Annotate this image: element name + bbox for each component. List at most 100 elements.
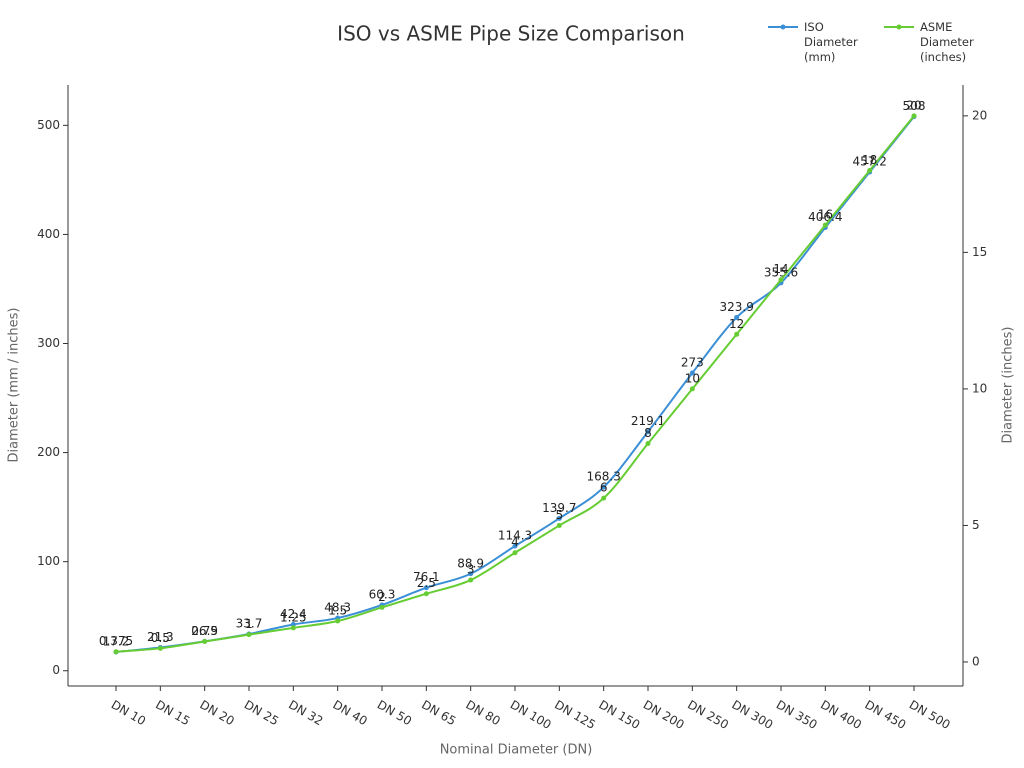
legend-swatch (884, 24, 914, 30)
x-tick-label: DN 400 (818, 698, 864, 733)
x-tick-label: DN 80 (463, 698, 502, 729)
y-tick-label: 500 (37, 118, 60, 132)
y-axis-label: Diameter (mm / inches) (7, 308, 22, 463)
data-label: 4 (511, 535, 519, 549)
y2-tick-label: 20 (972, 108, 987, 122)
data-point (157, 645, 163, 651)
data-label: 26.9 (191, 624, 218, 638)
x-tick-label: DN 150 (596, 698, 642, 733)
legend-label: ASME Diameter (inches) (920, 20, 974, 64)
data-point (423, 591, 429, 597)
data-label: 0.75 (191, 624, 218, 638)
data-point (512, 550, 518, 556)
data-point (689, 386, 695, 392)
data-label: 457.2 (852, 155, 886, 169)
data-point (645, 441, 651, 447)
chart-title: ISO vs ASME Pipe Size Comparison (337, 22, 685, 46)
data-point (202, 638, 208, 644)
x-tick-label: DN 25 (242, 698, 281, 729)
data-label: 33.7 (236, 616, 263, 630)
data-label: 323.9 (719, 300, 753, 314)
legend-label: ISO Diameter (mm) (804, 20, 858, 64)
x-tick-label: DN 40 (330, 698, 369, 729)
data-label: 6 (600, 481, 608, 495)
x-tick-label: DN 300 (729, 698, 775, 733)
data-label: 88.9 (457, 556, 484, 570)
data-point (778, 277, 784, 283)
y2-tick-label: 5 (972, 518, 980, 532)
x-tick-label: DN 15 (153, 698, 192, 729)
data-point (290, 625, 296, 631)
y2-axis-label: Diameter (inches) (1001, 327, 1016, 444)
x-tick-label: DN 125 (552, 698, 598, 733)
legend-item: ASME Diameter (inches) (884, 20, 982, 65)
data-point (246, 632, 252, 638)
data-point (379, 604, 385, 610)
data-label: 1.5 (328, 604, 347, 618)
data-label: 139.7 (542, 501, 576, 515)
data-label: 1 (245, 617, 253, 631)
data-point (468, 571, 474, 577)
legend-item: ISO Diameter (mm) (768, 20, 866, 65)
y2-tick-label: 10 (972, 381, 987, 395)
data-label: 10 (685, 371, 700, 385)
series-line (115, 115, 915, 653)
y-tick-label: 0 (52, 663, 60, 677)
data-point (468, 577, 474, 583)
data-label: 1.25 (280, 610, 307, 624)
data-point (911, 113, 917, 119)
data-label: 60.3 (369, 587, 396, 601)
data-label: 3 (467, 563, 475, 577)
x-tick-label: DN 32 (286, 698, 325, 729)
data-point (601, 495, 607, 501)
data-point (556, 515, 562, 521)
x-tick-label: DN 65 (419, 698, 458, 729)
data-point (335, 618, 341, 624)
x-tick-label: DN 450 (862, 698, 908, 733)
x-axis-label: Nominal Diameter (DN) (440, 743, 593, 758)
data-label: 273 (681, 355, 704, 369)
data-point (645, 429, 651, 435)
data-point (734, 314, 740, 320)
data-label: 48.3 (324, 601, 351, 615)
data-label: 18 (862, 153, 877, 167)
data-point (822, 222, 828, 228)
y2-tick-label: 0 (972, 654, 980, 668)
data-label: 16 (818, 208, 833, 222)
data-label: 0.5 (151, 631, 170, 645)
data-label: 76.1 (413, 570, 440, 584)
legend: ISO Diameter (mm) ASME Diameter (inches) (768, 20, 982, 65)
data-point (601, 484, 607, 490)
data-label: 8 (644, 426, 652, 440)
x-tick-label: DN 200 (641, 698, 687, 733)
data-label: 0.375 (99, 634, 133, 648)
data-point (423, 585, 429, 591)
y-tick-label: 200 (37, 445, 60, 459)
x-tick-label: DN 350 (774, 698, 820, 733)
data-label: 2.5 (417, 576, 436, 590)
data-label: 114.3 (498, 529, 532, 543)
legend-swatch (768, 24, 798, 30)
data-point (734, 331, 740, 337)
data-label: 219.1 (631, 414, 665, 428)
data-label: 14 (773, 262, 788, 276)
x-tick-label: DN 250 (685, 698, 731, 733)
data-label: 21.3 (147, 630, 174, 644)
data-point (113, 649, 119, 655)
x-tick-label: DN 500 (907, 698, 953, 733)
y2-tick-label: 15 (972, 245, 987, 259)
x-tick-label: DN 10 (109, 698, 148, 729)
data-label: 168.3 (586, 470, 620, 484)
y-tick-label: 400 (37, 227, 60, 241)
data-point (867, 167, 873, 173)
y-tick-label: 100 (37, 554, 60, 568)
data-label: 5 (556, 508, 564, 522)
data-point (556, 522, 562, 528)
data-label: 17.2 (103, 634, 130, 648)
data-point (512, 543, 518, 549)
data-label: 12 (729, 317, 744, 331)
data-label: 20 (906, 98, 921, 112)
data-label: 42.4 (280, 607, 307, 621)
x-tick-label: DN 50 (375, 698, 414, 729)
